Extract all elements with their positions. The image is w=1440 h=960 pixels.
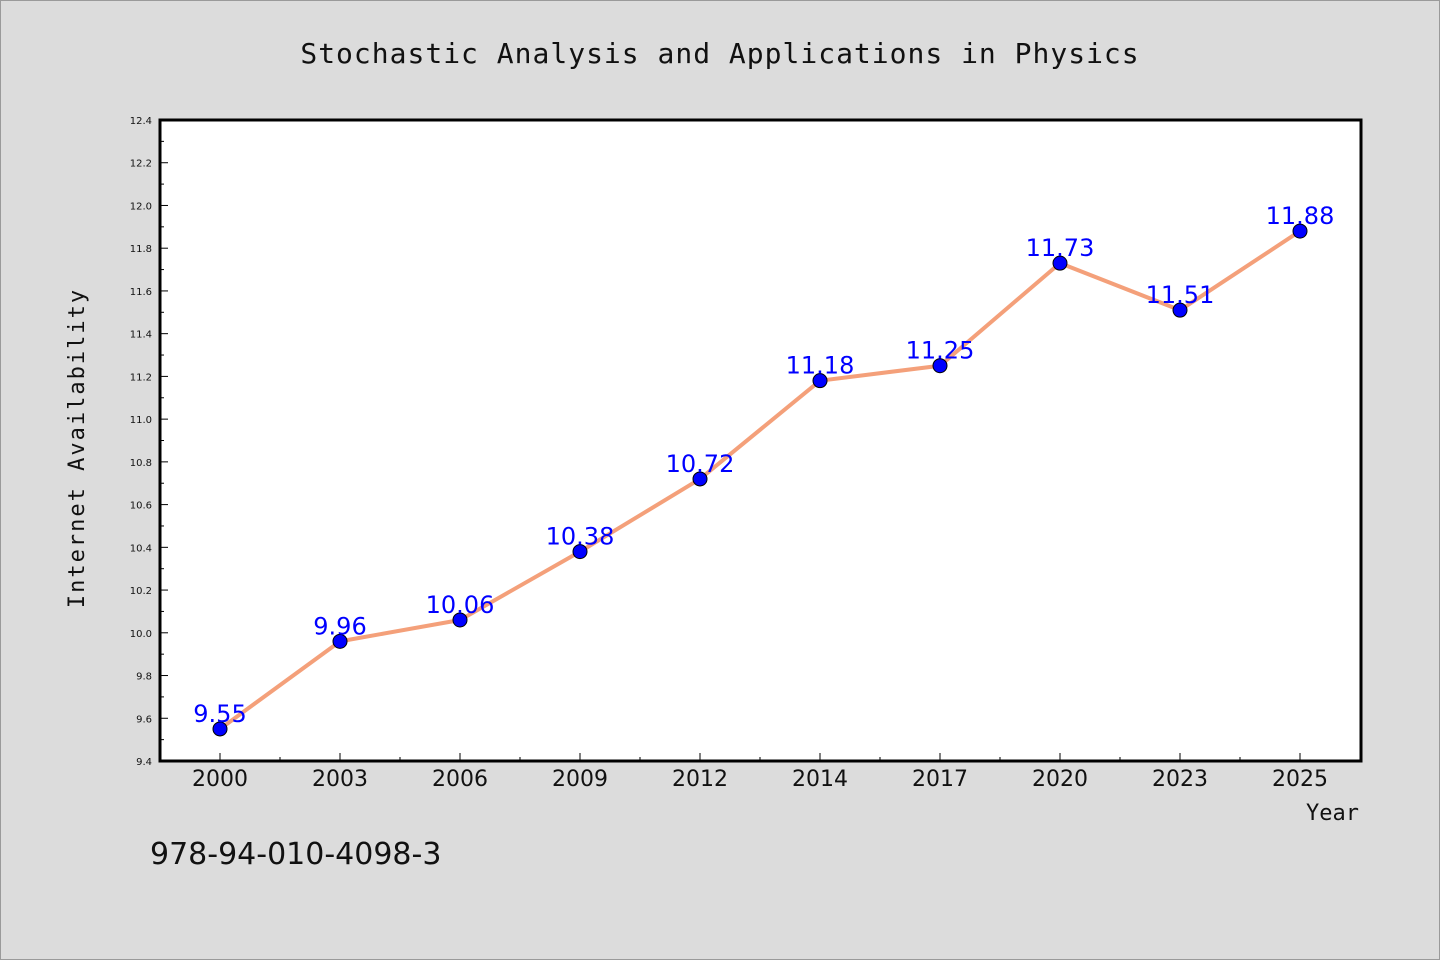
data-point <box>332 633 348 649</box>
plot-area <box>158 118 1363 763</box>
x-tick-label: 2025 <box>1272 767 1328 792</box>
y-tick-label: 12.2 <box>130 159 152 170</box>
y-tick-label: 10.2 <box>130 586 152 597</box>
x-tick-label: 2000 <box>192 767 248 792</box>
x-tick-label: 2017 <box>912 767 968 792</box>
y-tick-label: 10.4 <box>130 543 152 554</box>
data-point <box>1292 223 1308 239</box>
data-label: 11.73 <box>1026 234 1095 262</box>
x-tick-label: 2014 <box>792 767 848 792</box>
data-label: 10.06 <box>426 591 495 619</box>
chart-title: Stochastic Analysis and Applications in … <box>300 37 1139 70</box>
y-tick-label: 10.0 <box>130 629 152 640</box>
y-tick-label: 10.6 <box>130 501 152 512</box>
data-label: 10.72 <box>666 450 735 478</box>
data-point <box>212 721 228 737</box>
data-label: 10.38 <box>546 523 615 551</box>
data-series <box>212 223 1308 737</box>
x-axis-label: Year <box>1306 801 1359 826</box>
x-axis: 2000 2003 2006 2009 2012 2014 2017 2020 2023 2025 <box>192 753 1328 792</box>
data-label: 11.51 <box>1146 281 1215 309</box>
y-tick-label: 11.6 <box>130 287 152 298</box>
data-label: 11.25 <box>906 337 975 365</box>
y-axis-label: Internet Availability <box>65 288 90 608</box>
data-label: 9.55 <box>193 700 246 728</box>
y-tick-label: 11.4 <box>130 330 152 341</box>
data-label: 9.96 <box>313 612 366 640</box>
x-tick-label: 2006 <box>432 767 488 792</box>
x-tick-label: 2003 <box>312 767 368 792</box>
y-tick-label: 12.4 <box>130 116 152 127</box>
y-tick-label: 11.0 <box>130 415 152 426</box>
y-tick-label: 11.2 <box>130 372 152 383</box>
data-point <box>452 612 468 628</box>
data-point <box>692 471 708 487</box>
y-tick-label: 9.6 <box>136 714 152 725</box>
x-tick-label: 2020 <box>1032 767 1088 792</box>
data-point <box>1052 255 1068 271</box>
y-tick-label: 11.8 <box>130 244 152 255</box>
isbn-footer: 978-94-010-4098-3 <box>150 837 441 872</box>
x-tick-label: 2012 <box>672 767 728 792</box>
x-tick-label: 2009 <box>552 767 608 792</box>
data-labels: 9.55 9.96 10.06 10.38 10.72 11.18 11.25 11.73 11… <box>193 202 1334 728</box>
data-point <box>572 544 588 560</box>
y-tick-label: 9.8 <box>136 672 152 683</box>
data-label: 11.18 <box>786 352 855 380</box>
y-tick-label: 10.8 <box>130 458 152 469</box>
data-point <box>1172 302 1188 318</box>
y-axis: 9.4 9.6 9.8 10.0 10.2 10.4 10.6 10.8 11.0 11.2 11.… <box>130 116 168 768</box>
data-label: 11.88 <box>1266 202 1335 230</box>
x-tick-label: 2023 <box>1152 767 1208 792</box>
data-point <box>932 358 948 374</box>
y-tick-label: 12.0 <box>130 201 152 212</box>
series-line <box>218 229 1302 731</box>
y-tick-label: 9.4 <box>136 757 152 768</box>
data-point <box>812 373 828 389</box>
